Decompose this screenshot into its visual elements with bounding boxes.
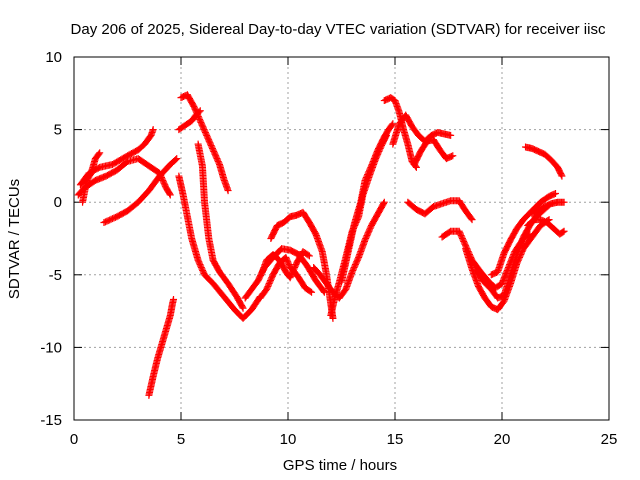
data-points (74, 91, 568, 399)
data-point-marker (380, 199, 388, 207)
y-tick-label: -15 (40, 412, 62, 429)
grid-lines (74, 57, 609, 420)
data-point-marker (389, 120, 397, 128)
data-point-marker (447, 131, 455, 139)
series-track-8 (194, 140, 247, 312)
series-track-15 (327, 131, 390, 319)
data-point-marker (467, 214, 475, 222)
series-track-5 (145, 295, 178, 399)
data-point-marker (166, 190, 174, 198)
series-track-3 (79, 149, 104, 206)
x-tick-label: 20 (494, 431, 511, 448)
data-point-marker (308, 288, 316, 296)
data-point-marker (170, 295, 178, 303)
series-track-12 (258, 248, 313, 282)
data-point-marker (172, 156, 180, 164)
axis-ticks: 0 5 10 15 20 25 -15 -10 -5 0 5 10 (40, 49, 617, 448)
y-tick-label: 5 (54, 122, 62, 139)
data-point-marker (305, 252, 313, 260)
series-track-24 (487, 189, 559, 279)
data-point-marker (560, 227, 568, 235)
data-point-marker (95, 150, 103, 158)
y-tick-label: 10 (45, 49, 62, 66)
data-point-marker (468, 216, 476, 224)
x-tick-label: 15 (387, 431, 404, 448)
series-track-20 (404, 197, 476, 224)
data-point-marker (388, 121, 396, 129)
y-axis-label: SDTVAR / TECUs (6, 179, 23, 299)
series-track-4 (100, 155, 181, 227)
data-point-marker (559, 228, 567, 236)
data-point-marker (173, 155, 181, 163)
series-track-26 (528, 198, 568, 218)
series-track-7 (177, 91, 232, 195)
series-track-1 (74, 155, 174, 199)
data-point-marker (238, 303, 246, 311)
data-point-marker (557, 171, 565, 179)
series-track-27 (522, 143, 566, 180)
x-tick-label: 5 (177, 431, 185, 448)
data-point-marker (380, 198, 388, 206)
y-tick-label: 0 (54, 194, 62, 211)
series-track-19 (410, 136, 457, 168)
data-point-marker (558, 172, 566, 180)
series-track-9 (175, 172, 264, 322)
data-point-marker (239, 304, 247, 312)
data-point-marker (96, 149, 104, 157)
x-tick-label: 0 (70, 431, 78, 448)
x-tick-label: 10 (280, 431, 297, 448)
data-point-marker (304, 251, 312, 259)
x-tick-label: 25 (601, 431, 618, 448)
data-point-marker (560, 198, 568, 206)
y-tick-label: -10 (40, 339, 62, 356)
series-track-25 (524, 216, 568, 238)
data-point-marker (224, 187, 232, 195)
data-point-marker (449, 152, 457, 160)
data-point-marker (320, 288, 328, 296)
data-point-marker (306, 287, 314, 295)
data-point-marker (166, 191, 174, 199)
plot-frame (73, 56, 610, 421)
x-axis-label: GPS time / hours (283, 457, 397, 474)
series-track-16 (338, 120, 397, 286)
chart-title: Day 206 of 2025, Sidereal Day-to-day VTE… (71, 21, 606, 38)
data-point-marker (149, 126, 157, 134)
y-tick-label: -5 (49, 267, 62, 284)
data-point-marker (552, 189, 559, 197)
